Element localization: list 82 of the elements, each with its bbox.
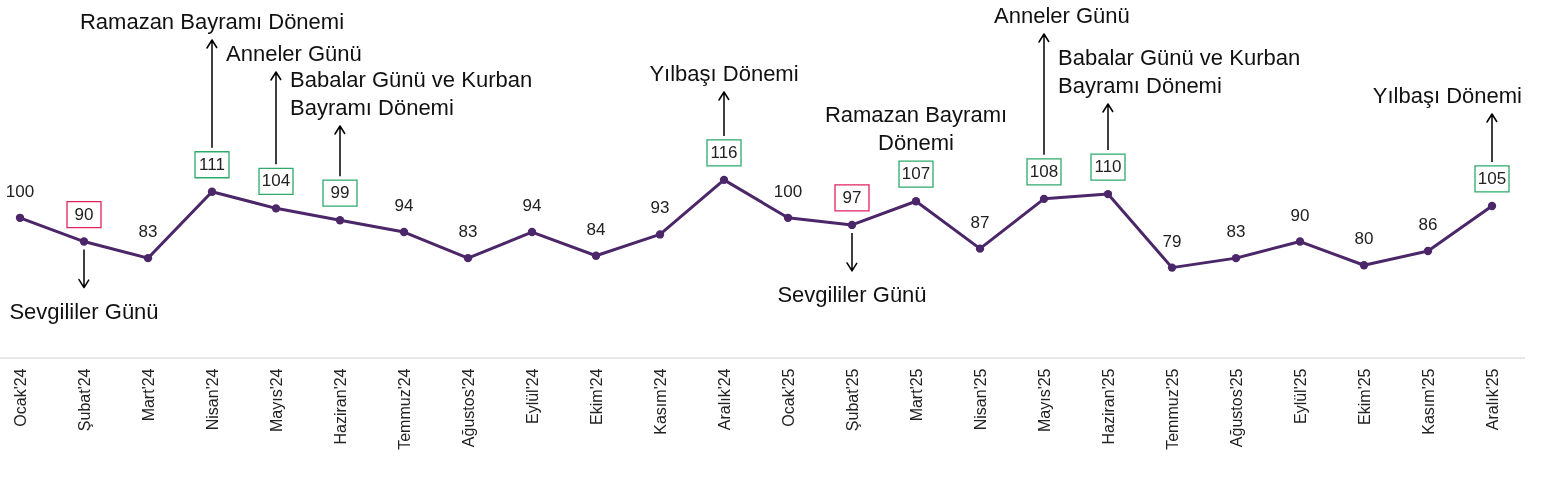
data-label: 107: [901, 164, 931, 184]
point: [1487, 201, 1497, 211]
x-tick-label: Mart'24: [139, 368, 157, 422]
point: [1103, 189, 1113, 199]
data-label: 105: [1477, 168, 1507, 188]
data-label: 90: [1290, 205, 1310, 225]
point: [1039, 194, 1049, 204]
data-label: 99: [330, 183, 350, 203]
text: Ramazan Bayramı Dönemi: [79, 9, 345, 34]
data-label: 94: [522, 196, 542, 216]
x-tick-label: Kasım'24: [651, 368, 669, 435]
point: [975, 244, 985, 253]
x-tick-label: Şubat'24: [75, 368, 93, 432]
x-tick-label: Kasım'25: [1419, 368, 1437, 435]
point: [79, 237, 89, 246]
data-label: 100: [773, 181, 803, 201]
data-label: 83: [138, 222, 158, 242]
x-tick-label: Mayıs'25: [1035, 368, 1053, 433]
point: [783, 213, 793, 222]
point: [911, 197, 921, 206]
text: Anneler Günü: [994, 3, 1130, 28]
x-tick-label: Ekim'25: [1355, 368, 1373, 425]
point: [463, 253, 473, 263]
x-tick-label: Ekim'24: [587, 368, 605, 425]
x-tick-label: Nisan'24: [203, 368, 221, 431]
text: Anneler Günü: [226, 41, 362, 66]
point: [143, 253, 153, 263]
text: Yılbaşı Dönemi: [1372, 83, 1522, 108]
point: [1359, 261, 1369, 270]
text: Ramazan Bayramı Dönemi: [824, 102, 1008, 156]
data-label: 86: [1418, 215, 1438, 235]
data-label: 80: [1354, 229, 1374, 249]
x-tick-label: Ağustos'25: [1227, 368, 1245, 448]
data-label: 100: [5, 181, 35, 201]
x-tick-label: Temmuz'24: [395, 368, 413, 450]
text: Sevgililer Günü: [777, 281, 927, 307]
x-tick-label: Ocak'25: [779, 368, 797, 427]
point: [335, 216, 345, 225]
data-label: 83: [1226, 222, 1246, 242]
point: [1231, 253, 1241, 263]
x-tick-label: Haziran'24: [331, 368, 349, 445]
x-tick-label: Şubat'25: [843, 368, 861, 432]
data-label: 94: [394, 196, 414, 216]
data-label: 110: [1094, 157, 1122, 177]
point: [655, 230, 665, 239]
point: [15, 213, 25, 222]
x-tick-label: Nisan'25: [971, 368, 989, 431]
point: [207, 187, 217, 196]
data-label: 116: [710, 142, 738, 162]
data-label: 111: [199, 154, 225, 174]
point: [591, 251, 601, 260]
x-tick-label: Aralık'24: [715, 368, 733, 431]
data-label: 93: [650, 198, 670, 218]
data-label: 104: [261, 171, 291, 191]
point: [719, 175, 729, 185]
point: [1423, 246, 1433, 256]
x-tick-label: Mart'25: [907, 368, 925, 422]
x-tick-label: Aralık'25: [1483, 368, 1501, 431]
x-tick-label: Haziran'25: [1099, 368, 1117, 445]
data-label: 90: [74, 204, 94, 224]
data-label: 83: [458, 222, 478, 242]
x-tick-label: Temmuz'25: [1163, 368, 1181, 450]
text: Babalar Günü ve Kurban Bayramı Dönemi: [1058, 45, 1301, 98]
data-label: 87: [970, 212, 990, 232]
data-label: 108: [1029, 161, 1059, 181]
data-label: 79: [1162, 231, 1182, 251]
point: [847, 220, 857, 230]
x-tick-label: Ağustos'24: [459, 368, 477, 448]
x-tick-label: Mayıs'24: [267, 368, 285, 433]
text: Babalar Günü ve Kurban Bayramı Dönemi: [290, 67, 533, 120]
text: Yılbaşı Dönemi: [649, 61, 799, 86]
point: [399, 227, 409, 237]
point: [271, 204, 281, 213]
data-label: 84: [586, 219, 606, 239]
data-label: 97: [842, 187, 862, 207]
point: [527, 227, 537, 237]
text: Sevgililer Günü: [9, 298, 159, 324]
x-tick-label: Eylül'25: [1291, 368, 1309, 425]
x-tick-label: Eylül'24: [523, 368, 541, 425]
point: [1167, 263, 1177, 272]
point: [1295, 237, 1305, 246]
x-tick-label: Ocak'24: [11, 368, 29, 427]
